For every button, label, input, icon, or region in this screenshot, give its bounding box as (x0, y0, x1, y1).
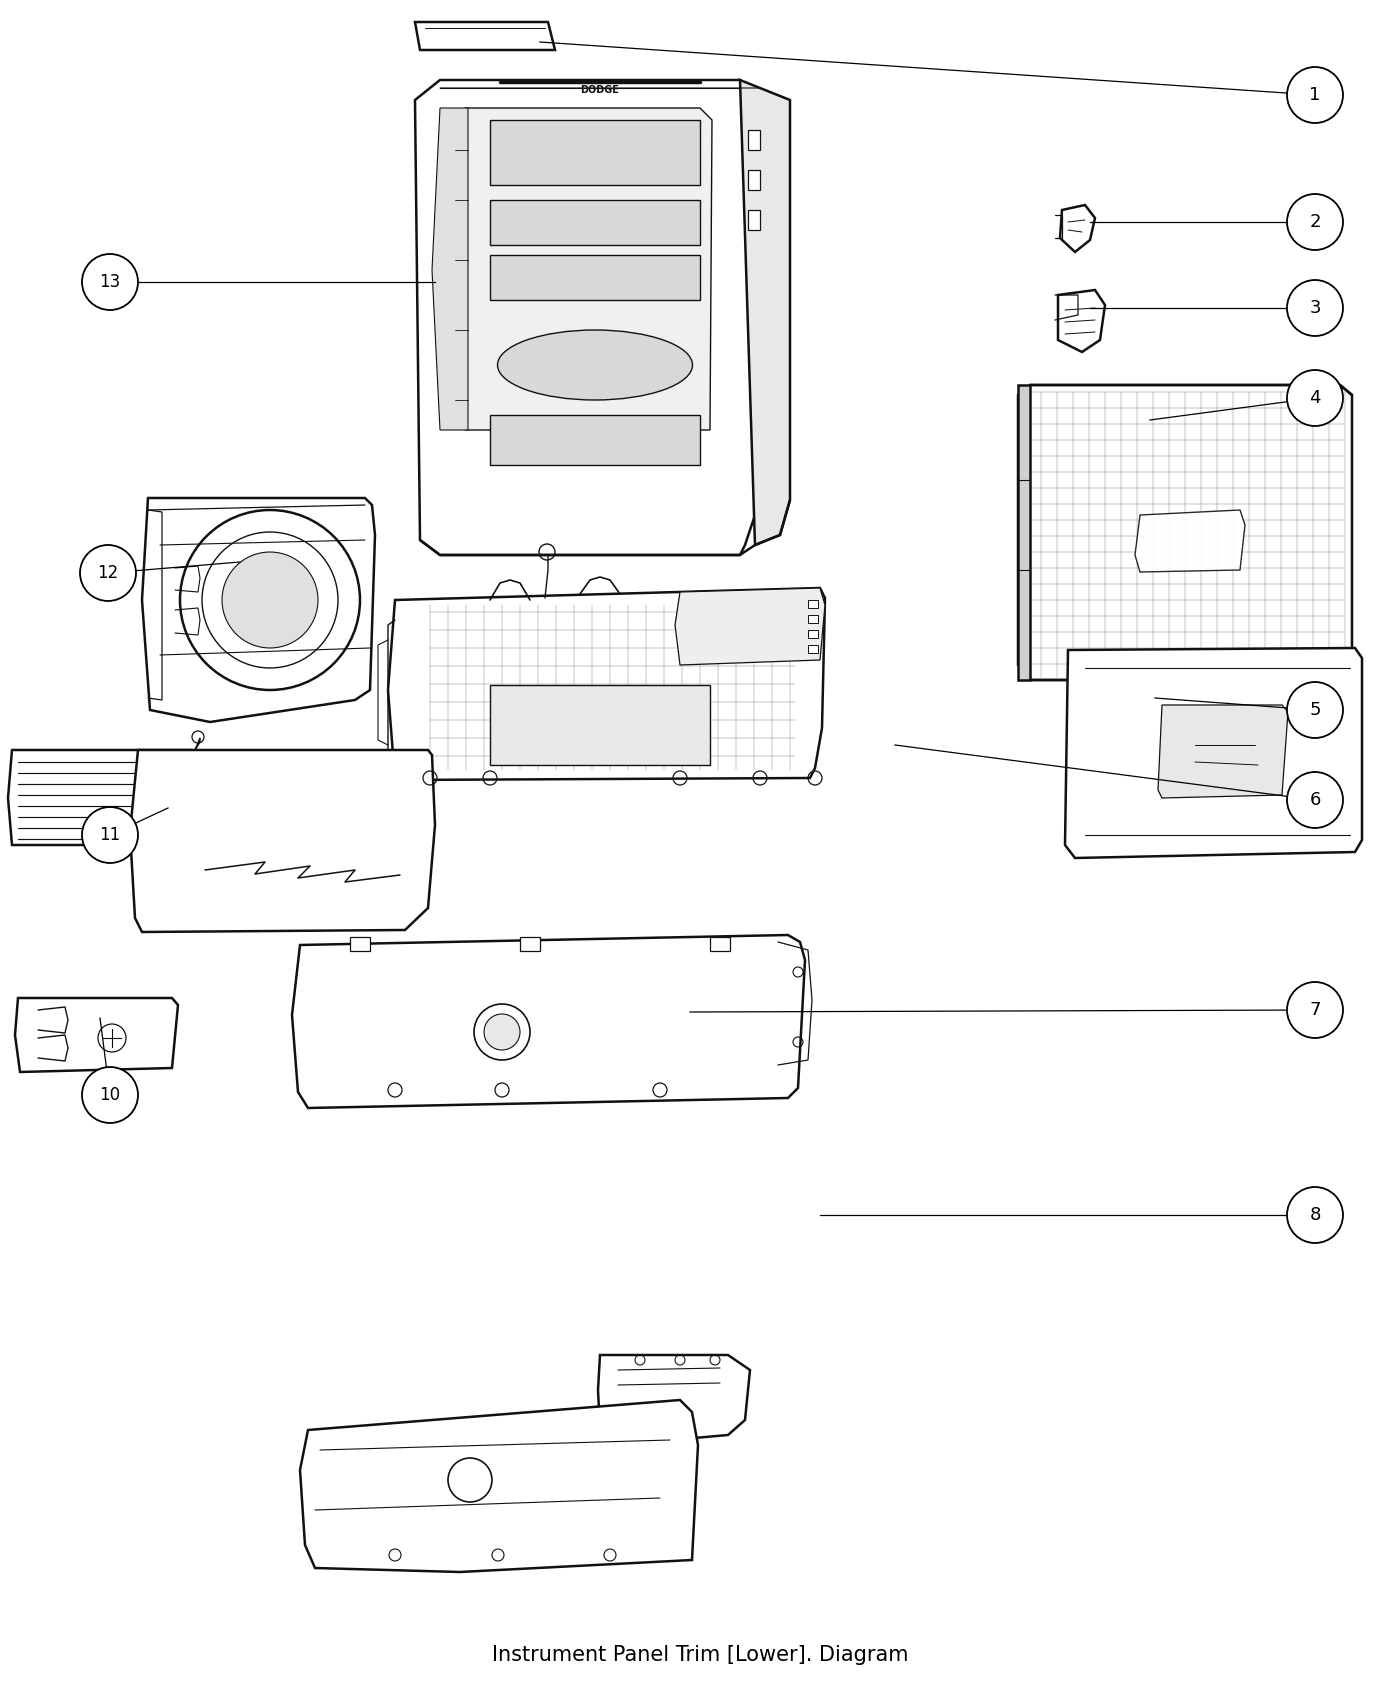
Text: 13: 13 (99, 274, 120, 291)
Polygon shape (1018, 384, 1352, 680)
Ellipse shape (497, 330, 693, 400)
Circle shape (223, 552, 318, 648)
Polygon shape (130, 750, 435, 932)
Circle shape (80, 546, 136, 602)
Bar (748, 211, 760, 230)
Polygon shape (300, 1401, 699, 1572)
Bar (490, 201, 700, 245)
Bar (808, 631, 818, 638)
Circle shape (83, 253, 139, 309)
Polygon shape (1018, 384, 1030, 680)
Bar (490, 415, 700, 466)
Polygon shape (15, 998, 178, 1073)
Circle shape (1287, 772, 1343, 828)
Bar (490, 685, 710, 765)
Polygon shape (433, 109, 468, 430)
Text: 4: 4 (1309, 389, 1320, 406)
Text: 2: 2 (1309, 212, 1320, 231)
Bar (490, 255, 700, 299)
Text: 7: 7 (1309, 1001, 1320, 1018)
Polygon shape (414, 22, 554, 49)
Polygon shape (414, 80, 755, 554)
Polygon shape (293, 935, 805, 1108)
Circle shape (83, 808, 139, 864)
Polygon shape (1158, 706, 1288, 797)
Circle shape (1287, 66, 1343, 122)
Bar (710, 937, 729, 950)
Polygon shape (455, 109, 713, 430)
Text: 11: 11 (99, 826, 120, 843)
Text: 6: 6 (1309, 790, 1320, 809)
Text: 8: 8 (1309, 1205, 1320, 1224)
Bar (519, 937, 540, 950)
Text: 10: 10 (99, 1086, 120, 1103)
Bar (808, 600, 818, 609)
Text: 12: 12 (98, 564, 119, 581)
Bar (490, 121, 700, 185)
Text: 5: 5 (1309, 700, 1320, 719)
Polygon shape (1135, 510, 1245, 571)
Bar (808, 644, 818, 653)
Text: DODGE: DODGE (581, 85, 619, 95)
Bar (748, 170, 760, 190)
Polygon shape (388, 588, 825, 780)
Circle shape (484, 1013, 519, 1051)
Circle shape (1287, 371, 1343, 427)
Circle shape (1287, 280, 1343, 337)
Polygon shape (675, 588, 825, 665)
Circle shape (83, 1068, 139, 1124)
Bar (350, 937, 370, 950)
Text: Instrument Panel Trim [Lower]. Diagram: Instrument Panel Trim [Lower]. Diagram (491, 1646, 909, 1664)
Circle shape (1287, 983, 1343, 1039)
Circle shape (1287, 1187, 1343, 1243)
Circle shape (1287, 682, 1343, 738)
Circle shape (1287, 194, 1343, 250)
Polygon shape (141, 498, 375, 722)
Text: 3: 3 (1309, 299, 1320, 316)
Polygon shape (1065, 648, 1362, 858)
Polygon shape (741, 80, 790, 546)
Polygon shape (1058, 291, 1105, 352)
Bar (808, 615, 818, 622)
Polygon shape (8, 750, 202, 845)
Text: 1: 1 (1309, 87, 1320, 104)
Bar (748, 129, 760, 150)
Polygon shape (1060, 206, 1095, 252)
Polygon shape (598, 1355, 750, 1445)
